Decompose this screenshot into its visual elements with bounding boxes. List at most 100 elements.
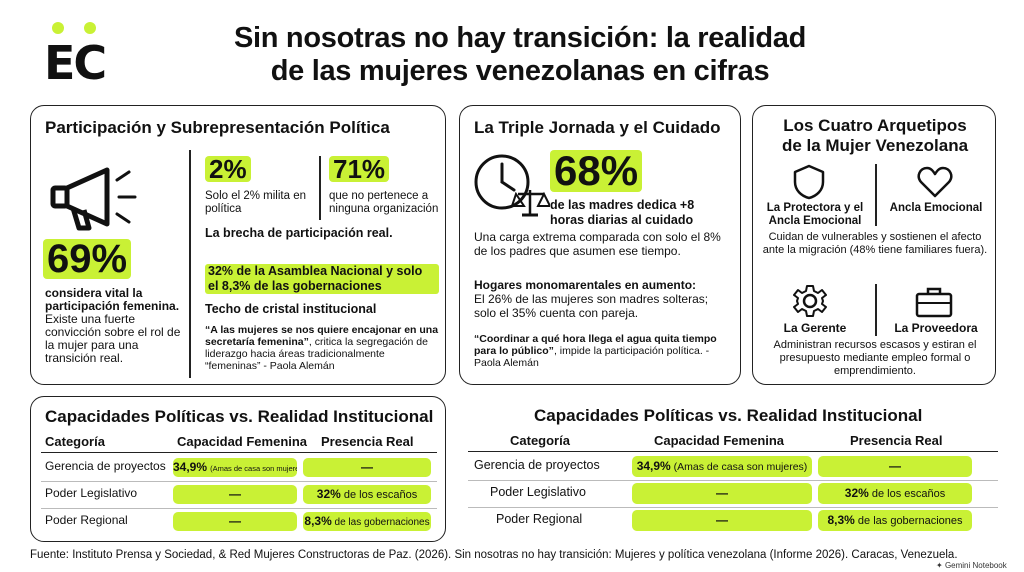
gerente-label: La Gerente	[783, 321, 847, 335]
proveedora-label: La Proveedora	[894, 321, 978, 335]
arquetipos-top-divider	[875, 164, 877, 226]
shield-icon	[793, 164, 825, 200]
megaphone-icon	[50, 167, 137, 231]
tabla1-header-categoria: Categoría	[45, 434, 105, 449]
tabla2-row2-capacidad: —	[632, 483, 812, 504]
tabla2-row3-presencia: 8,3% de las gobernaciones	[818, 510, 972, 531]
arquetipos-bottom-text: Administran recursos escasos y estiran e…	[773, 339, 977, 377]
arquetipos-card: Los Cuatro Arquetipos de la Mujer Venezo…	[752, 105, 996, 385]
tabla2-row1-capacidad: 34,9% (Amas de casa son mujeres)	[632, 456, 812, 477]
tabla2-row-line-1	[468, 480, 998, 481]
tabla2-row2-categoria: Poder Legislativo	[490, 485, 586, 499]
tabla2-section: Capacidades Políticas vs. Realidad Insti…	[456, 396, 1006, 542]
tabla1-header-presencia: Presencia Real	[321, 434, 414, 449]
stat-69-description: considera vital la participación femenin…	[45, 287, 187, 365]
techo-label: Techo de cristal institucional	[205, 302, 377, 316]
tabla1-row-line-2	[41, 508, 437, 509]
logo-letters: EC	[44, 36, 107, 90]
tabla1-row3-presencia-note: de las gobernaciones	[331, 517, 430, 528]
tabla2-row-line-2	[468, 507, 998, 508]
tabla2-row2-presencia-value: 32%	[844, 486, 869, 500]
tabla2-row1-categoria: Gerencia de proyectos	[474, 458, 600, 472]
participacion-title: Participación y Subrepresentación Políti…	[45, 118, 390, 137]
tabla2-row1-capacidad-value: 34,9%	[636, 459, 671, 473]
stat-69-bold: considera vital la participación femenin…	[45, 286, 180, 313]
aleman-quote-bold: “A las mujeres se nos quiere encajonar e…	[205, 324, 439, 348]
tabla1-header-line	[41, 452, 437, 453]
tabla2-title: Capacidades Políticas vs. Realidad Insti…	[534, 406, 923, 425]
jornada-card: La Triple Jornada y el Cuidado 68% de la…	[459, 105, 741, 385]
tabla1-row2-categoria: Poder Legislativo	[45, 486, 138, 500]
tabla1-row3-categoria: Poder Regional	[45, 513, 128, 527]
stat-2-text: Solo el 2% milita en política	[205, 190, 306, 215]
jornada-title: La Triple Jornada y el Cuidado	[474, 118, 721, 137]
sparkle-icon: ✦	[936, 561, 943, 570]
tabla1-row1-capacidad: 34,9% (Amas de casa son mujeres)	[173, 458, 297, 477]
brecha-label: La brecha de participación real.	[205, 226, 393, 240]
gear-icon	[793, 285, 827, 317]
page-title: Sin nosotras no hay transición: la reali…	[200, 22, 840, 88]
title-line-2: de las mujeres venezolanas en cifras	[270, 55, 770, 87]
tabla2-row1-presencia: —	[818, 456, 972, 477]
briefcase-icon	[915, 287, 953, 318]
tabla2-row3-presencia-value: 8,3%	[827, 513, 855, 527]
tabla2-row1-capacidad-note: (Amas de casa son mujeres)	[670, 461, 808, 473]
tabla1-row1-capacidad-note: (Amas de casa son mujeres)	[210, 464, 297, 473]
tabla2-row3-presencia-note: de las gobernaciones	[854, 515, 963, 527]
tabla1-row3-presencia-value: 8,3%	[304, 514, 332, 528]
protectora-label: La Protectora y el Ancla Emocional	[766, 202, 864, 227]
tabla2-row3-capacidad: —	[632, 510, 812, 531]
stat-69-text: Existe una fuerte convicción sobre el ro…	[45, 312, 181, 365]
tabla2-header-capacidad: Capacidad Femenina	[654, 433, 785, 448]
tabla2-header-line	[468, 451, 998, 452]
stat-68-text: de las madres dedica +8 horas diarias al…	[550, 198, 695, 227]
carga-text: Una carga extrema comparada con solo el …	[474, 230, 721, 258]
participacion-divider	[189, 150, 191, 378]
tabla2-row2-presencia: 32% de los escaños	[818, 483, 972, 504]
hogares-title: Hogares monomarentales en aumento:	[474, 278, 697, 292]
tabla1-row2-presencia-value: 32%	[316, 487, 341, 501]
tabla1-row2-capacidad: —	[173, 485, 297, 504]
tabla2-header-categoria: Categoría	[510, 433, 570, 448]
arquetipos-title-line-1: Los Cuatro Arquetipos	[783, 116, 967, 135]
tabla1-row2-presencia-note: de los escaños	[340, 489, 418, 501]
stat-2: 2%	[205, 156, 251, 182]
tabla1-row3-capacidad-value: —	[229, 514, 241, 528]
agua-quote-rest: , impide la participación política. - Pa…	[474, 345, 710, 369]
tabla1-card: Capacidades Políticas vs. Realidad Insti…	[30, 396, 446, 542]
logo-dot-left	[52, 22, 64, 34]
ec-logo: EC	[44, 22, 124, 90]
tabla1-row1-presencia: —	[303, 458, 431, 477]
tabla1-row-line-1	[41, 481, 437, 482]
aleman-quote-rest: , critica la segregación de liderazgo ha…	[205, 336, 428, 372]
tabla1-row1-capacidad-value: 34,9%	[173, 460, 208, 474]
stat-71: 71%	[329, 156, 390, 182]
tabla2-row1-presencia-value: —	[889, 459, 901, 473]
gemini-notebook-badge: ✦ Gemini Notebook	[936, 561, 1007, 570]
tabla1-row1-presencia-value: —	[361, 460, 373, 474]
stat-71-text: que no pertenece a ninguna organización	[329, 190, 439, 215]
asamblea-highlight: 32% de la Asamblea Nacional y solo el 8,…	[205, 264, 439, 294]
arquetipos-top-text: Cuidan de vulnerables y sostienen el afe…	[762, 231, 988, 256]
source-footer: Fuente: Instituto Prensa y Sociedad, & R…	[30, 549, 958, 561]
heart-icon	[917, 166, 953, 198]
tabla1-row2-capacidad-value: —	[229, 487, 241, 501]
tabla1-row3-capacidad: —	[173, 512, 297, 531]
clock-scale-icon	[474, 154, 550, 217]
arquetipos-title-line-2: de la Mujer Venezolana	[781, 136, 969, 155]
agua-quote-bold: “Coordinar a qué hora llega el agua quit…	[474, 333, 717, 357]
tabla1-row2-presencia: 32% de los escaños	[303, 485, 431, 504]
tabla1-row3-presencia: 8,3% de las gobernaciones	[303, 512, 431, 531]
arquetipos-title: Los Cuatro Arquetipos de la Mujer Venezo…	[753, 116, 997, 156]
stat-69: 69%	[43, 239, 132, 279]
tabla2-row2-presencia-note: de los escaños	[868, 488, 946, 500]
stat-68: 68%	[550, 150, 643, 192]
participacion-card: Participación y Subrepresentación Políti…	[30, 105, 446, 385]
tabla2-row3-capacidad-value: —	[716, 513, 728, 527]
stats-divider	[319, 156, 321, 220]
arquetipos-bottom-divider	[875, 284, 877, 336]
gemini-notebook-label: Gemini Notebook	[944, 561, 1007, 570]
hogares-text: El 26% de las mujeres son madres soltera…	[474, 292, 709, 320]
asamblea-text: 32% de la Asamblea Nacional y solo el 8,…	[205, 264, 439, 294]
